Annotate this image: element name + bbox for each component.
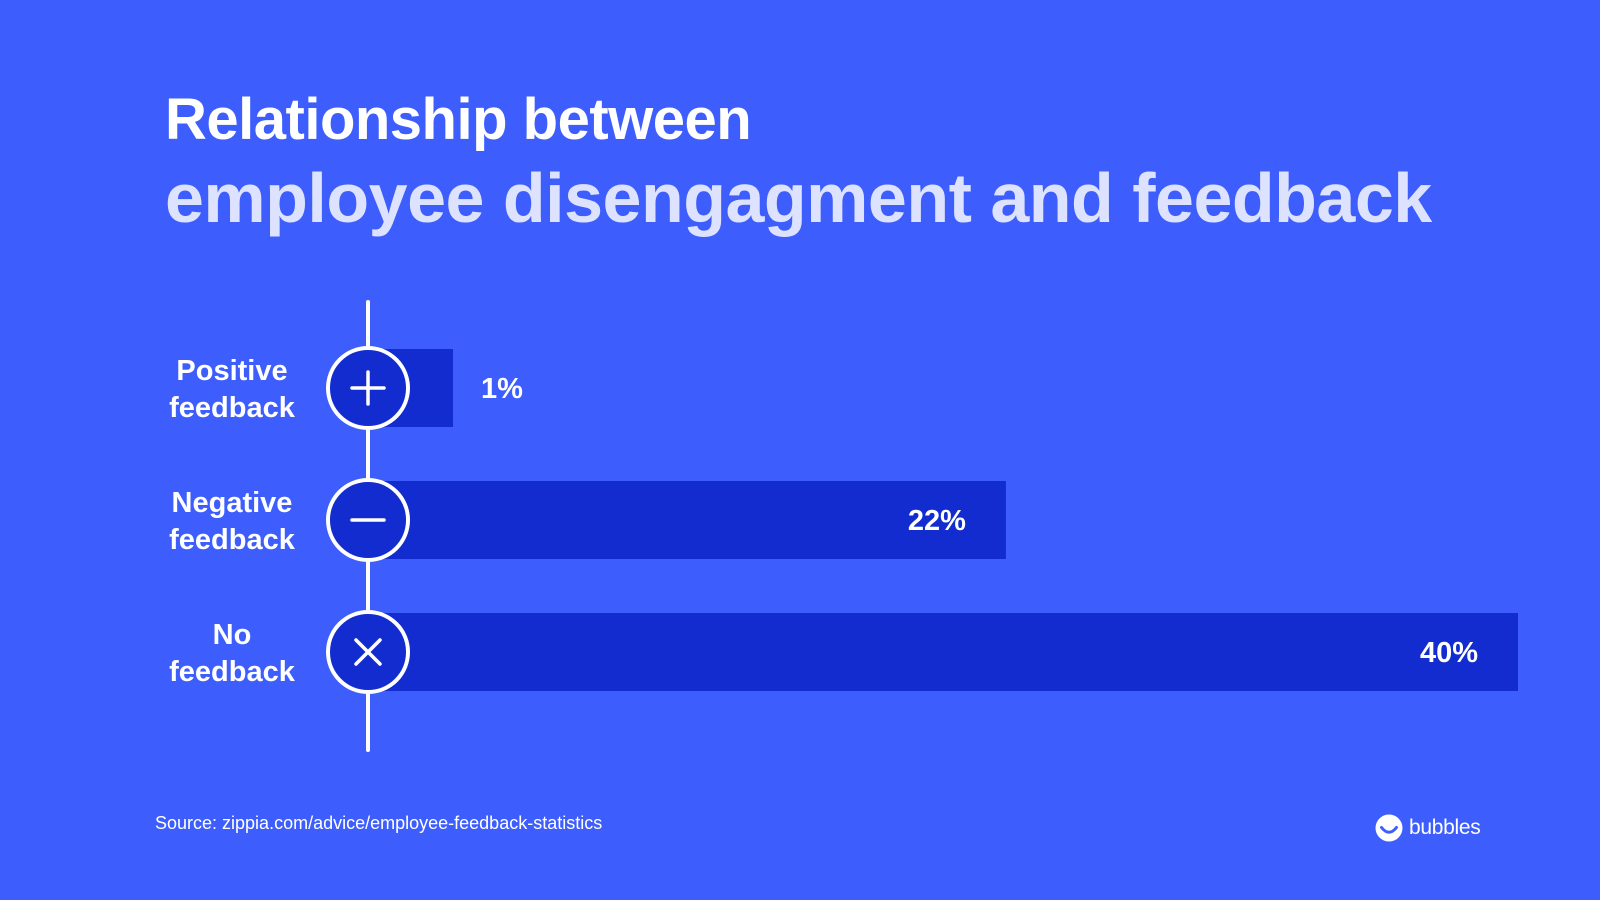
category-label: Negative feedback (169, 487, 296, 556)
value-label: 40% (1420, 637, 1478, 669)
source-text: Source: zippia.com/advice/employee-feedb… (155, 813, 603, 833)
title-line-1: Relationship between (165, 87, 752, 152)
title-line-2: employee disengagment and feedback (165, 159, 1432, 237)
plus-icon (326, 346, 410, 430)
category-label: No feedback (169, 619, 296, 688)
brand-logo: bubbles (1375, 812, 1481, 844)
x-icon (326, 610, 410, 694)
value-label: 22% (908, 505, 966, 537)
bar (380, 481, 1006, 559)
brand-name: bubbles (1409, 816, 1481, 839)
minus-icon (326, 478, 410, 562)
category-label: Positive feedback (169, 355, 296, 424)
value-label: 1% (481, 373, 523, 405)
bar (380, 613, 1518, 691)
bubbles-logo-icon (1375, 814, 1403, 842)
